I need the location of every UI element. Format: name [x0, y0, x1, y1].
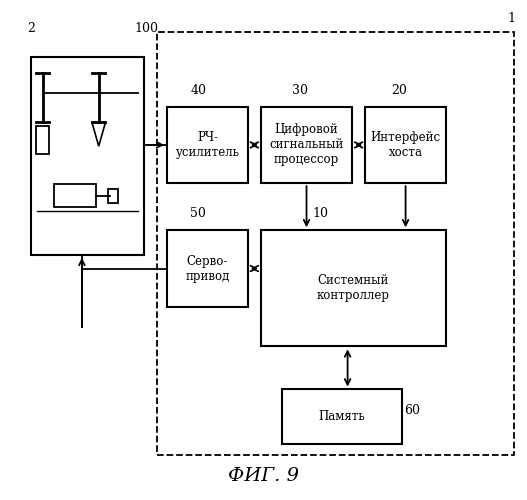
Text: Серво-
привод: Серво- привод: [186, 254, 230, 282]
Text: 20: 20: [391, 84, 407, 96]
Bar: [54, 184, 96, 208]
Bar: [261, 230, 446, 346]
Text: 10: 10: [313, 208, 329, 220]
Bar: [36, 126, 50, 154]
Text: 40: 40: [190, 84, 206, 96]
Text: Память: Память: [318, 410, 365, 423]
Bar: [282, 390, 402, 444]
Bar: [32, 57, 143, 255]
Text: 50: 50: [190, 208, 206, 220]
Bar: [167, 106, 248, 183]
Text: 30: 30: [292, 84, 308, 96]
Bar: [365, 106, 446, 183]
Bar: [261, 106, 352, 183]
Text: 100: 100: [134, 22, 158, 35]
Bar: [167, 230, 248, 307]
Bar: [157, 32, 514, 455]
Text: 1: 1: [507, 12, 515, 25]
Text: Цифровой
сигнальный
процессор: Цифровой сигнальный процессор: [269, 124, 344, 166]
Text: Интерфейс
хоста: Интерфейс хоста: [370, 131, 441, 159]
Text: ФИГ. 9: ФИГ. 9: [228, 467, 299, 485]
Bar: [108, 188, 118, 202]
Text: 60: 60: [404, 404, 420, 417]
Text: РЧ-
усилитель: РЧ- усилитель: [175, 131, 239, 159]
Text: 2: 2: [27, 22, 35, 35]
Text: Системный
контроллер: Системный контроллер: [317, 274, 390, 302]
